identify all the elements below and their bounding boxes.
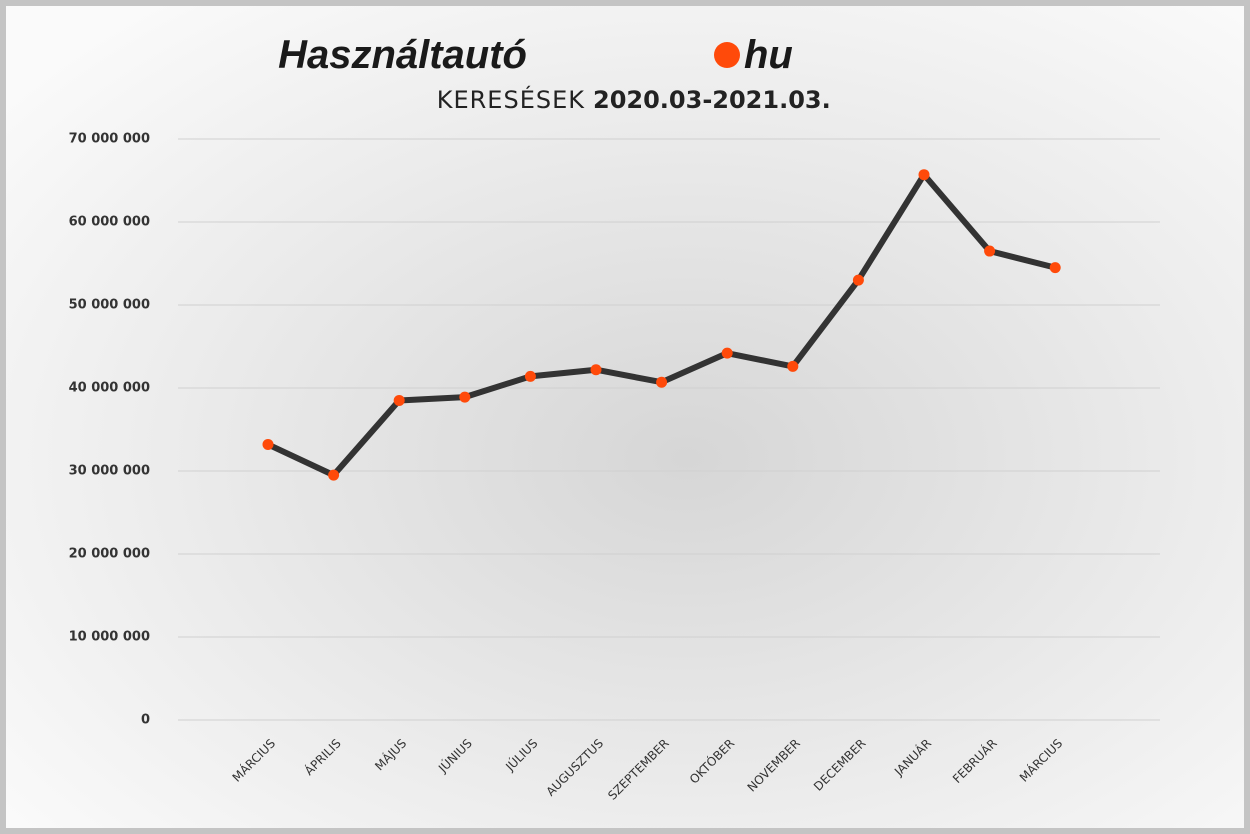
point [262,438,274,450]
point [328,469,340,481]
chart-subtitle: 2020.03-2021.03. [593,86,831,114]
point [721,347,733,359]
point [656,376,668,388]
point [590,364,602,376]
logo-dot [714,42,740,68]
point [787,360,799,372]
point [852,274,864,286]
point [524,370,536,382]
point [393,394,405,406]
logo-right: hu [744,33,793,77]
y-tick-label: 0 [141,713,150,728]
point [984,245,996,257]
y-tick-label: 50 000 000 [69,298,150,313]
logo-left: Használtautó [278,33,527,77]
y-tick-label: 40 000 000 [69,381,150,396]
point [459,391,471,403]
point [1049,262,1061,274]
point [918,169,930,181]
y-tick-label: 10 000 000 [69,630,150,645]
chart-title: KERESÉSEK [437,85,586,114]
y-tick-label: 70 000 000 [69,132,150,147]
y-tick-label: 60 000 000 [69,215,150,230]
y-tick-label: 30 000 000 [69,464,150,479]
y-tick-label: 20 000 000 [69,547,150,562]
